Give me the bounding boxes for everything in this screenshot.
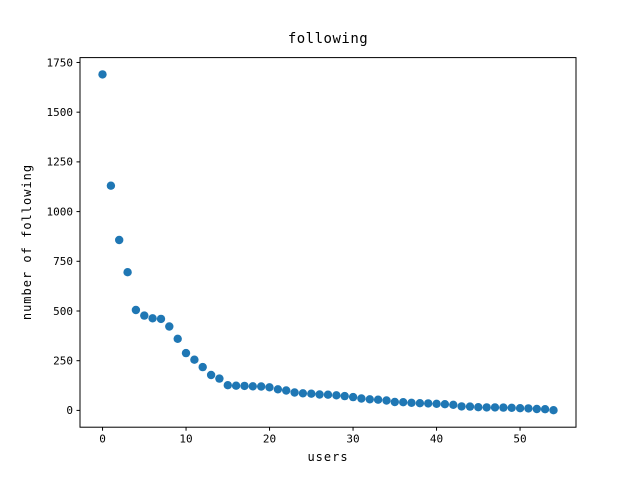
data-point — [106, 181, 116, 190]
data-point — [399, 398, 408, 407]
data-point — [131, 305, 141, 315]
data-point — [540, 405, 550, 414]
y-tick-label: 0 — [66, 404, 73, 417]
data-point — [165, 322, 174, 331]
data-point — [415, 399, 425, 408]
y-tick-label: 1750 — [47, 56, 74, 69]
data-point — [424, 399, 433, 408]
data-point — [532, 404, 541, 414]
data-point — [499, 403, 508, 412]
data-point — [265, 383, 274, 392]
data-point — [407, 398, 416, 407]
data-point — [181, 348, 191, 358]
y-tick-label: 1250 — [47, 156, 74, 169]
data-point — [148, 314, 157, 323]
y-axis-label: number of following — [20, 163, 34, 321]
data-point — [240, 381, 249, 391]
data-point — [273, 385, 283, 394]
data-point — [115, 235, 124, 245]
x-tick-label: 50 — [513, 433, 526, 446]
y-tick-label: 1000 — [47, 205, 74, 218]
chart-title: following — [287, 31, 369, 47]
data-point — [323, 390, 333, 399]
data-point — [215, 374, 224, 383]
y-tick-label: 500 — [53, 305, 73, 318]
data-point — [190, 355, 199, 364]
x-tick-label: 30 — [346, 433, 359, 446]
data-point — [365, 395, 374, 404]
y-tick-label: 750 — [53, 255, 73, 268]
data-point — [382, 396, 391, 405]
data-point — [340, 391, 349, 401]
y-tick-label: 1500 — [47, 106, 74, 119]
data-point — [432, 399, 441, 408]
data-point — [490, 403, 500, 412]
axes-spines — [79, 57, 577, 428]
x-tick-label: 40 — [430, 433, 443, 446]
data-point — [515, 404, 525, 413]
data-point — [98, 70, 107, 79]
data-point — [223, 381, 232, 390]
x-axis-label: users — [307, 450, 349, 464]
data-point — [248, 382, 257, 391]
data-point — [332, 391, 341, 400]
data-point — [123, 268, 132, 277]
y-tick-label: 250 — [53, 354, 73, 367]
data-point — [307, 389, 316, 398]
x-tick-label: 0 — [99, 433, 106, 446]
data-point — [507, 403, 516, 412]
data-point — [315, 390, 324, 399]
data-point — [156, 314, 166, 324]
data-point — [549, 406, 558, 415]
data-point — [474, 403, 483, 412]
data-point — [390, 397, 399, 407]
data-point — [206, 370, 216, 380]
data-point — [524, 404, 533, 413]
data-point — [140, 311, 149, 320]
data-point — [348, 392, 358, 402]
data-point — [373, 395, 383, 404]
data-point — [449, 400, 458, 409]
data-point — [198, 362, 207, 372]
data-point — [457, 402, 466, 411]
data-point — [357, 394, 366, 403]
data-point — [290, 388, 299, 397]
data-point — [482, 403, 491, 412]
data-point — [440, 400, 450, 409]
data-point — [173, 334, 182, 343]
data-point — [282, 386, 291, 395]
data-point — [257, 382, 266, 391]
data-point — [298, 389, 308, 398]
x-tick-label: 10 — [179, 433, 192, 446]
data-point — [231, 381, 241, 390]
data-point — [465, 402, 475, 411]
x-tick-label: 20 — [263, 433, 276, 446]
